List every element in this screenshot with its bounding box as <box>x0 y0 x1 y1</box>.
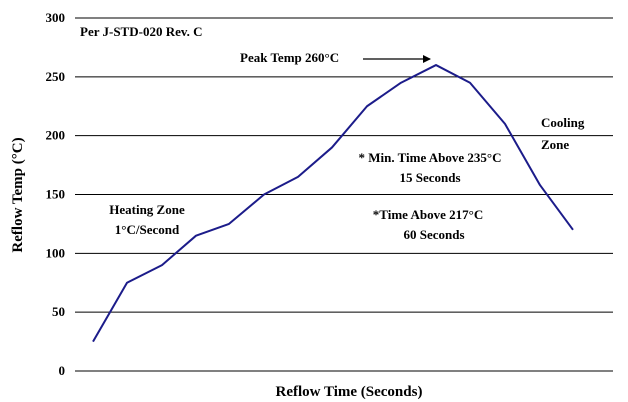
heating-rate-label: 1°C/Second <box>115 222 180 237</box>
cooling-label: Cooling <box>541 115 585 130</box>
y-axis-title: Reflow Temp (°C) <box>10 137 26 252</box>
standard-annotation: Per J-STD-020 Rev. C <box>80 24 203 39</box>
x-axis-title: Reflow Time (Seconds) <box>276 384 423 400</box>
y-tick-label-0: 0 <box>59 363 66 378</box>
y-tick-label-150: 150 <box>46 187 66 202</box>
cooling-zone-label: Zone <box>541 137 569 152</box>
time-above-label: *Time Above 217°C <box>373 207 483 222</box>
gridlines <box>75 17 613 372</box>
min-time-seconds-label: 15 Seconds <box>399 170 460 185</box>
y-tick-labels: 0 50 100 150 200 250 300 <box>46 10 66 378</box>
y-tick-label-50: 50 <box>52 304 65 319</box>
y-tick-label-250: 250 <box>46 69 66 84</box>
series-line <box>92 64 574 343</box>
min-time-label: * Min. Time Above 235°C <box>358 150 501 165</box>
y-tick-label-100: 100 <box>46 245 66 260</box>
y-tick-label-200: 200 <box>46 128 66 143</box>
heating-zone-label: Heating Zone <box>109 202 185 217</box>
y-tick-label-300: 300 <box>46 10 66 25</box>
time-above-seconds-label: 60 Seconds <box>403 227 464 242</box>
peak-annotation: Peak Temp 260°C <box>240 50 339 65</box>
